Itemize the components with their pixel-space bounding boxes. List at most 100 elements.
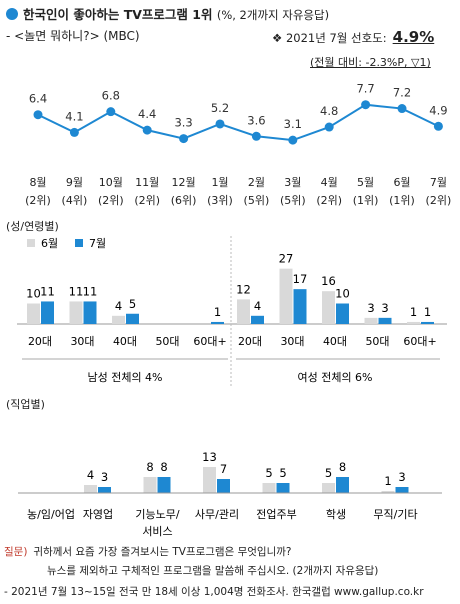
bar-value-label: 3 (398, 470, 405, 484)
data-point (433, 121, 443, 131)
bar-july (251, 315, 264, 324)
x-tick-label: 4월 (321, 176, 338, 189)
bar-value-label: 4 (254, 299, 261, 313)
x-tick-label: 2월 (248, 176, 265, 189)
bar-june (237, 299, 250, 324)
bar-value-label: 17 (293, 272, 308, 286)
bar-june (203, 467, 216, 493)
rank-label: (3위) (207, 194, 233, 207)
bar-value-label: 1 (214, 305, 221, 319)
category-label: 50대 (365, 335, 389, 348)
category-label: 60대+ (193, 335, 226, 348)
question-label: 질문) (4, 546, 28, 558)
bar-value-label: 3 (381, 301, 388, 315)
bar-june (322, 483, 335, 493)
bar-value-label: 16 (321, 274, 336, 288)
data-point (324, 122, 334, 132)
bar-july (217, 479, 230, 493)
title-note: (%, 2개까지 자유응답) (216, 8, 330, 22)
title-text: 한국인이 좋아하는 TV프로그램 1위 (23, 7, 213, 22)
rank-label: (2위) (316, 194, 342, 207)
section-label-gender-age: (성/연령별) (6, 220, 59, 233)
bar-value-label: 3 (101, 470, 108, 484)
x-tick-label: 10월 (99, 176, 123, 189)
bar-value-label: 5 (279, 466, 286, 480)
group-label: 여성 전체의 6% (297, 371, 372, 384)
data-label: 4.4 (138, 107, 156, 121)
bar-value-label: 1 (410, 305, 417, 319)
preference-summary: ❖ 2021년 7월 선호도: 4.9% (272, 28, 434, 46)
data-point (215, 119, 225, 129)
x-tick-label: 5월 (357, 176, 374, 189)
category-label: 자영업 (83, 508, 113, 521)
bar-july (378, 317, 392, 324)
bar-value-label: 5 (325, 466, 332, 480)
rank-label: (4위) (62, 194, 88, 207)
data-point (397, 104, 407, 114)
bar-july (421, 321, 434, 324)
rank-label: (2위) (98, 194, 124, 207)
data-point (288, 135, 298, 145)
bar-value-label: 8 (160, 460, 167, 474)
trend-line (37, 103, 439, 142)
bar-value-label: 13 (202, 450, 217, 464)
data-label: 4.1 (65, 109, 83, 123)
category-label: 30대 (280, 335, 304, 348)
data-label: 6.8 (102, 89, 120, 103)
bar-value-label: 10 (335, 287, 350, 301)
question-line-1: 귀하께서 요즘 가장 즐겨보시는 TV프로그램은 무엇입니까? (33, 546, 292, 558)
data-point (69, 127, 79, 137)
x-tick-label: 11월 (135, 176, 159, 189)
data-point (142, 125, 152, 135)
x-tick-label: 7월 (430, 176, 447, 189)
data-point (179, 134, 189, 144)
legend-swatch-june (27, 239, 35, 247)
bar-june (364, 317, 378, 324)
category-label: 기능노무/ (135, 508, 179, 521)
category-label: 농/임/어업 (27, 508, 75, 521)
legend-label-july: 7월 (89, 237, 106, 250)
bar-july (336, 477, 349, 493)
bar-july (276, 483, 290, 493)
category-label: 학생 (326, 508, 346, 521)
bar-june (143, 477, 157, 493)
bar-value-label: 3 (367, 301, 374, 315)
bar-july (336, 303, 349, 324)
bar-value-label: 11 (40, 284, 55, 298)
category-label: 60대+ (403, 335, 436, 348)
bar-july (395, 487, 409, 493)
bar-july (211, 321, 224, 324)
data-label: 7.2 (393, 86, 411, 100)
chart-title: 한국인이 좋아하는 TV프로그램 1위 (%, 2개까지 자유응답) (6, 4, 329, 23)
data-label: 3.3 (174, 116, 192, 130)
category-label: 20대 (28, 335, 52, 348)
bar-june (322, 291, 335, 324)
x-tick-label: 9월 (66, 176, 83, 189)
bar-value-label: 4 (87, 468, 94, 482)
rank-label: (1위) (389, 194, 415, 207)
bar-value-label: 27 (279, 252, 294, 266)
question-text: 질문) 귀하께서 요즘 가장 즐겨보시는 TV프로그램은 무엇입니까? (4, 544, 291, 559)
bar-july (293, 289, 307, 324)
data-label: 3.1 (284, 117, 302, 131)
rank-label: (6위) (171, 194, 197, 207)
bar-june (262, 483, 276, 493)
x-tick-label: 8월 (29, 176, 46, 189)
bar-june (84, 485, 97, 493)
preference-value: 4.9% (392, 28, 435, 46)
bar-value-label: 5 (265, 466, 272, 480)
category-label: 전업주부 (256, 508, 296, 521)
bar-value-label: 7 (220, 462, 227, 476)
x-tick-label: 1월 (211, 176, 228, 189)
category-label: 40대 (323, 335, 347, 348)
section-label-occupation: (직업별) (6, 398, 45, 411)
question-line-2: 뉴스를 제외하고 구체적인 프로그램을 말씀해 주십시오. (2개까지 자유응답… (47, 565, 379, 577)
category-label: 50대 (155, 335, 179, 348)
category-label: 무직/기타 (373, 508, 417, 521)
source-note: - 2021년 7월 13~15일 전국 만 18세 이상 1,004명 전화조… (4, 586, 424, 598)
bar-value-label: 8 (339, 460, 346, 474)
bar-june (407, 321, 420, 324)
bar-value-label: 5 (129, 297, 136, 311)
bar-value-label: 11 (83, 284, 98, 298)
